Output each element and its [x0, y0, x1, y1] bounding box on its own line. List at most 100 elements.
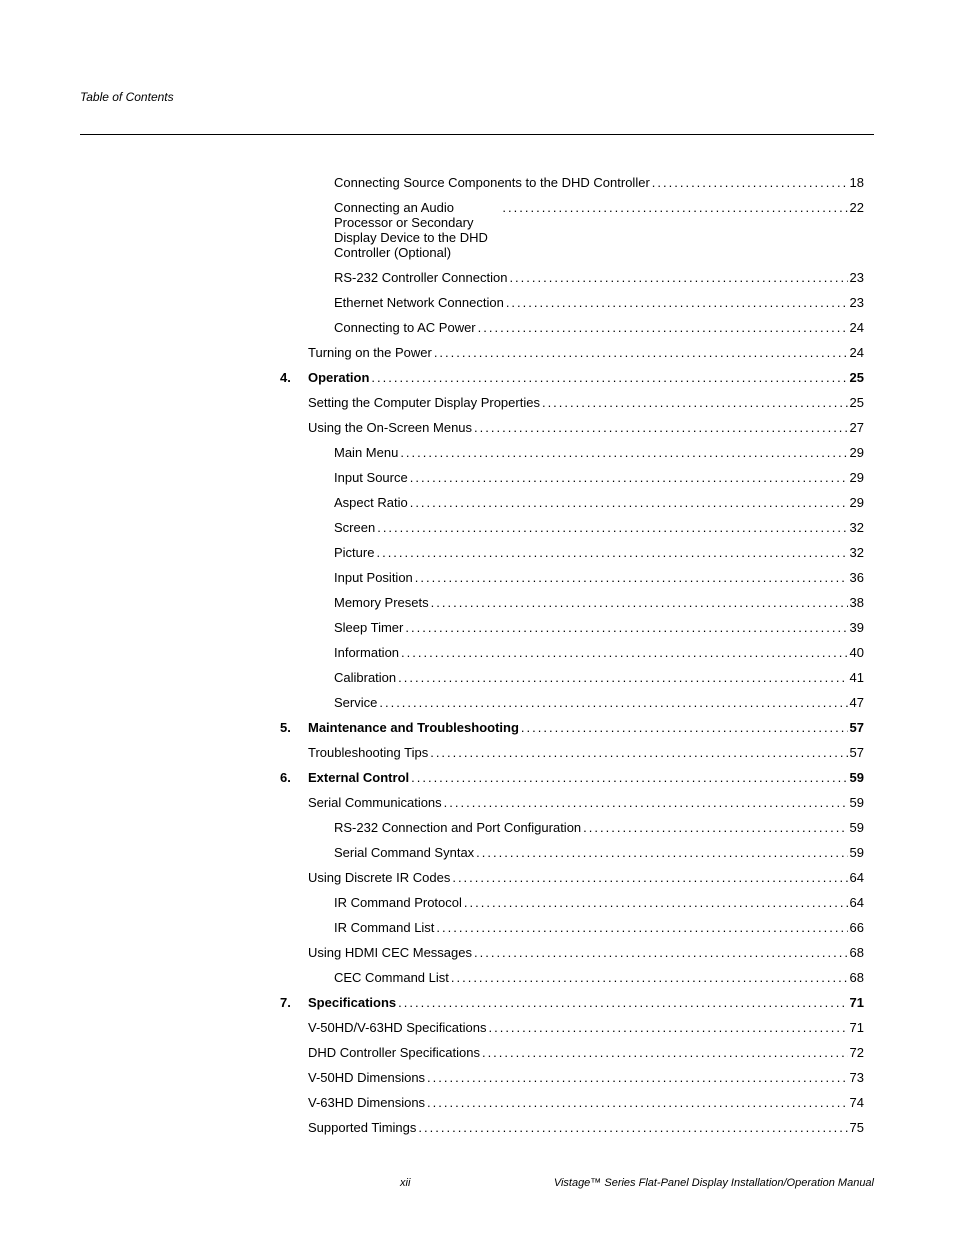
- toc-entry: Information40: [280, 645, 864, 660]
- page: Table of Contents Connecting Source Comp…: [0, 0, 954, 1235]
- toc-entry-label: Input Position: [308, 570, 413, 585]
- toc-leader-dots: [444, 795, 848, 810]
- toc-entry-page: 25: [850, 370, 864, 385]
- toc-entry: Screen 32: [280, 520, 864, 535]
- toc-entry-page: 57: [850, 745, 864, 760]
- toc-entry-page: 41: [850, 670, 864, 685]
- toc-entry: Supported Timings 75: [280, 1120, 864, 1135]
- toc-entry-page: 29: [850, 470, 864, 485]
- toc-entry-page: 18: [850, 175, 864, 190]
- toc-entry-label: Ethernet Network Connection: [308, 295, 504, 310]
- toc-entry-page: 68: [850, 970, 864, 985]
- toc-entry-number: 7.: [280, 995, 308, 1010]
- toc-entry-label: IR Command List: [308, 920, 434, 935]
- toc-entry: Using HDMI CEC Messages 68: [280, 945, 864, 960]
- toc-entry: Connecting an Audio Processor or Seconda…: [280, 200, 864, 260]
- toc-entry: 4.Operation25: [280, 370, 864, 385]
- toc-entry: Setting the Computer Display Properties2…: [280, 395, 864, 410]
- toc-entry: Using the On-Screen Menus 27: [280, 420, 864, 435]
- toc-leader-dots: [410, 495, 848, 510]
- toc-entry-label: Screen: [308, 520, 375, 535]
- toc-entry-page: 32: [850, 545, 864, 560]
- toc-entry: Service47: [280, 695, 864, 710]
- toc-entry-page: 73: [850, 1070, 864, 1085]
- toc-entry: RS-232 Controller Connection23: [280, 270, 864, 285]
- toc-entry-page: 68: [850, 945, 864, 960]
- toc-leader-dots: [482, 1045, 848, 1060]
- toc-entry: Serial Command Syntax59: [280, 845, 864, 860]
- toc-entry-page: 23: [850, 295, 864, 310]
- toc-leader-dots: [430, 745, 847, 760]
- toc-entry-page: 59: [850, 820, 864, 835]
- toc-entry-page: 22: [850, 200, 864, 215]
- toc-entry: V-63HD Dimensions74: [280, 1095, 864, 1110]
- toc-entry: V-50HD Dimensions 73: [280, 1070, 864, 1085]
- toc-entry: RS-232 Connection and Port Configuration…: [280, 820, 864, 835]
- toc-entry-label: V-50HD Dimensions: [308, 1070, 425, 1085]
- toc-entry-page: 75: [850, 1120, 864, 1135]
- toc-entry-label: IR Command Protocol: [308, 895, 462, 910]
- toc-entry-page: 36: [850, 570, 864, 585]
- toc-leader-dots: [502, 200, 847, 215]
- toc-leader-dots: [411, 770, 847, 785]
- toc-entry-label: Serial Command Syntax: [308, 845, 474, 860]
- footer: xii Vistage™ Series Flat-Panel Display I…: [80, 1177, 874, 1189]
- toc-entry-label: RS-232 Controller Connection: [308, 270, 507, 285]
- toc-entry-label: Calibration: [308, 670, 396, 685]
- toc-leader-dots: [452, 870, 847, 885]
- toc-leader-dots: [398, 670, 847, 685]
- toc-leader-dots: [415, 570, 848, 585]
- toc-leader-dots: [431, 595, 848, 610]
- toc-entry-label: External Control: [308, 770, 409, 785]
- toc-leader-dots: [398, 995, 847, 1010]
- toc-entry-label: Input Source: [308, 470, 408, 485]
- toc-leader-dots: [476, 845, 847, 860]
- toc-entry: 7.Specifications71: [280, 995, 864, 1010]
- running-head: Table of Contents: [80, 90, 874, 104]
- toc-entry: IR Command List 66: [280, 920, 864, 935]
- table-of-contents: Connecting Source Components to the DHD …: [280, 175, 864, 1135]
- toc-leader-dots: [371, 370, 847, 385]
- footer-manual-title: Vistage™ Series Flat-Panel Display Insta…: [554, 1177, 874, 1189]
- toc-leader-dots: [521, 720, 848, 735]
- toc-entry-page: 27: [850, 420, 864, 435]
- toc-entry-page: 57: [850, 720, 864, 735]
- toc-entry-page: 66: [850, 920, 864, 935]
- toc-entry-label: Serial Communications: [308, 795, 442, 810]
- toc-leader-dots: [451, 970, 848, 985]
- toc-entry-label: Sleep Timer: [308, 620, 403, 635]
- toc-entry-page: 39: [850, 620, 864, 635]
- toc-entry: Troubleshooting Tips57: [280, 745, 864, 760]
- header-rule: [80, 134, 874, 135]
- toc-leader-dots: [488, 1020, 847, 1035]
- toc-entry: Connecting to AC Power24: [280, 320, 864, 335]
- toc-entry-label: Using HDMI CEC Messages: [308, 945, 472, 960]
- toc-entry-label: Turning on the Power: [308, 345, 432, 360]
- toc-entry-page: 32: [850, 520, 864, 535]
- toc-entry: Serial Communications59: [280, 795, 864, 810]
- toc-entry-label: Picture: [308, 545, 374, 560]
- toc-entry-page: 24: [850, 345, 864, 360]
- toc-entry-label: Information: [308, 645, 399, 660]
- toc-entry-label: CEC Command List: [308, 970, 449, 985]
- toc-entry-label: Connecting to AC Power: [308, 320, 476, 335]
- toc-leader-dots: [410, 470, 848, 485]
- toc-leader-dots: [379, 695, 847, 710]
- toc-leader-dots: [652, 175, 848, 190]
- toc-leader-dots: [506, 295, 848, 310]
- toc-entry-number: 4.: [280, 370, 308, 385]
- toc-entry-label: Supported Timings: [308, 1120, 416, 1135]
- toc-entry-label: V-63HD Dimensions: [308, 1095, 425, 1110]
- toc-entry-page: 64: [850, 870, 864, 885]
- toc-entry-page: 38: [850, 595, 864, 610]
- toc-entry: 6.External Control59: [280, 770, 864, 785]
- toc-leader-dots: [427, 1095, 847, 1110]
- toc-leader-dots: [474, 420, 848, 435]
- toc-entry-label: Using the On-Screen Menus: [308, 420, 472, 435]
- toc-entry: IR Command Protocol64: [280, 895, 864, 910]
- toc-leader-dots: [436, 920, 847, 935]
- toc-leader-dots: [400, 445, 847, 460]
- toc-entry-number: 6.: [280, 770, 308, 785]
- toc-leader-dots: [478, 320, 848, 335]
- toc-entry-label: Main Menu: [308, 445, 398, 460]
